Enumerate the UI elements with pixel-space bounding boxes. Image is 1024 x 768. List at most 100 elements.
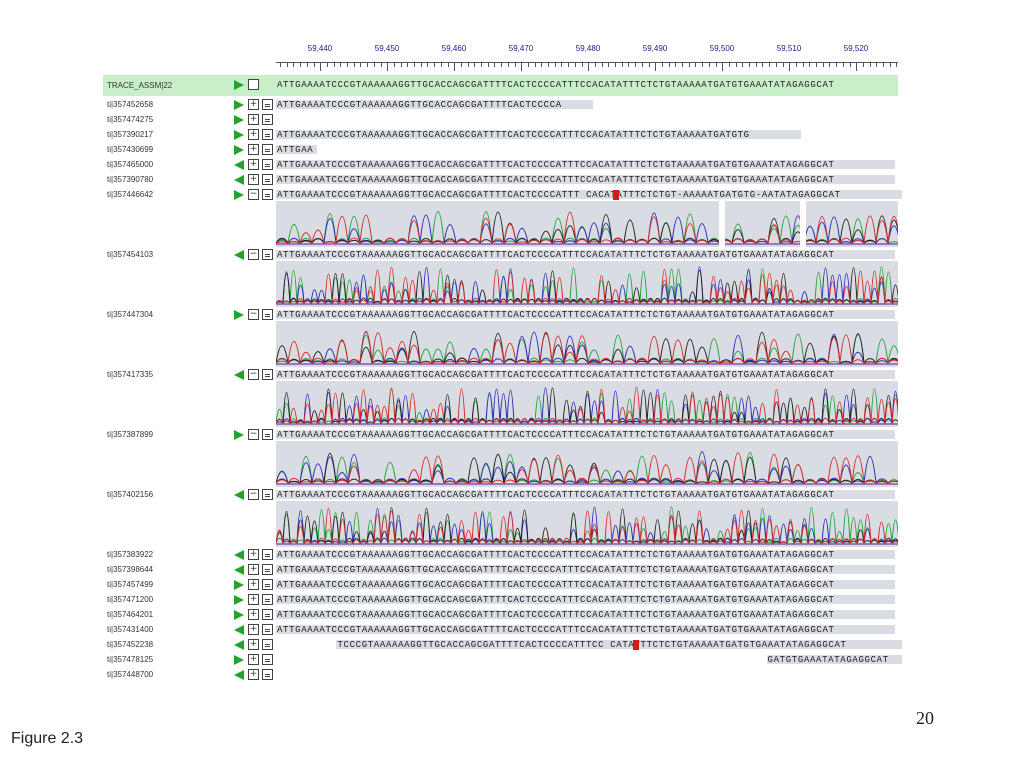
ruler-tick-label: 59,500 <box>709 44 735 53</box>
ruler-tick-label: 59,480 <box>575 44 601 53</box>
read-id-label: ti|357431400 <box>107 625 154 634</box>
minus-box-icon[interactable]: − <box>248 309 259 320</box>
plus-box-icon[interactable]: + <box>248 669 259 680</box>
ruler-tick <box>460 63 462 67</box>
read-sequence-band <box>276 565 896 574</box>
plus-box-icon[interactable]: + <box>248 144 259 155</box>
plus-box-icon[interactable]: + <box>248 579 259 590</box>
document-icon[interactable] <box>262 159 273 170</box>
reference-toggle-box[interactable] <box>248 79 259 90</box>
document-icon[interactable] <box>262 174 273 185</box>
document-icon[interactable] <box>262 654 273 665</box>
ruler-tick <box>306 63 308 67</box>
trace-gap <box>719 201 725 247</box>
ruler-tick <box>581 63 583 67</box>
trace-line <box>275 452 901 485</box>
read-id-label: ti|357390780 <box>107 175 154 184</box>
triangle-left-icon <box>234 175 244 185</box>
ruler-tick <box>615 63 616 67</box>
read-id-label: ti|357452238 <box>107 640 154 649</box>
read-id-label: ti|357448700 <box>107 670 154 679</box>
trace-line <box>275 387 900 425</box>
triangle-right-icon <box>234 130 244 140</box>
read-sequence-band <box>276 430 896 439</box>
ruler-tick <box>380 63 382 67</box>
plus-box-icon[interactable]: + <box>248 564 259 575</box>
document-icon[interactable] <box>262 129 273 140</box>
ruler-tick <box>527 63 529 67</box>
document-icon[interactable] <box>262 594 273 605</box>
read-sequence: ATTGAAAATCCCGTAAAAAAGGTTGCACCAGCGATTTTCA… <box>277 100 562 110</box>
read-sequence: ATTGAAAATCCCGTAAAAAAGGTTGCACCAGCGATTTTCA… <box>277 130 750 140</box>
document-icon[interactable] <box>262 249 273 260</box>
plus-box-icon[interactable]: + <box>248 114 259 125</box>
document-icon[interactable] <box>262 99 273 110</box>
document-icon[interactable] <box>262 669 273 680</box>
chromatogram <box>275 321 901 367</box>
document-icon[interactable] <box>262 579 273 590</box>
ruler-tick <box>869 63 871 67</box>
minus-box-icon[interactable]: − <box>248 429 259 440</box>
minus-box-icon[interactable]: − <box>248 249 259 260</box>
document-icon[interactable] <box>262 114 273 125</box>
document-icon[interactable] <box>262 549 273 560</box>
ruler-tick <box>641 63 643 67</box>
ruler-tick <box>588 63 590 71</box>
ruler-tick <box>414 63 415 67</box>
plus-box-icon[interactable]: + <box>248 639 259 650</box>
trace-line <box>275 506 900 545</box>
document-icon[interactable] <box>262 624 273 635</box>
plus-box-icon[interactable]: + <box>248 594 259 605</box>
ruler-tick <box>393 63 395 67</box>
document-icon[interactable] <box>262 489 273 500</box>
read-id-label: ti|357398644 <box>107 565 154 574</box>
read-sequence-band <box>276 370 896 379</box>
read-sequence-band <box>766 655 902 664</box>
reference-direction-icon <box>234 80 244 90</box>
plus-box-icon[interactable]: + <box>248 609 259 620</box>
plus-box-icon[interactable]: + <box>248 174 259 185</box>
ruler-tick <box>816 63 817 67</box>
ruler-tick <box>320 63 322 71</box>
read-id-label: ti|357478125 <box>107 655 154 664</box>
minus-box-icon[interactable]: − <box>248 369 259 380</box>
plus-box-icon[interactable]: + <box>248 654 259 665</box>
chromatogram <box>275 201 901 247</box>
read-sequence: ATTGAAAATCCCGTAAAAAAGGTTGCACCAGCGATTTTCA… <box>277 160 835 170</box>
reference-row-highlight[interactable] <box>103 75 898 96</box>
trace-line <box>275 267 900 305</box>
ruler-tick <box>534 63 536 67</box>
ruler-tick <box>769 63 771 67</box>
plus-box-icon[interactable]: + <box>248 159 259 170</box>
document-icon[interactable] <box>262 609 273 620</box>
minus-box-icon[interactable]: − <box>248 189 259 200</box>
trace-line <box>275 266 900 305</box>
ruler-tick <box>313 63 315 67</box>
ruler-tick <box>789 63 791 71</box>
ruler-tick <box>755 63 757 67</box>
ruler-tick <box>628 63 630 67</box>
read-sequence-band <box>336 640 902 649</box>
plus-box-icon[interactable]: + <box>248 99 259 110</box>
ruler-tick <box>481 63 482 67</box>
ruler-tick <box>655 63 657 71</box>
trace-line <box>275 211 901 245</box>
read-sequence: ATTGAAAATCCCGTAAAAAAGGTTGCACCAGCGATTTTCA… <box>277 565 835 575</box>
plus-box-icon[interactable]: + <box>248 549 259 560</box>
triangle-right-icon <box>234 190 244 200</box>
plus-box-icon[interactable]: + <box>248 129 259 140</box>
triangle-left-icon <box>234 640 244 650</box>
plus-box-icon[interactable]: + <box>248 624 259 635</box>
minus-box-icon[interactable]: − <box>248 489 259 500</box>
document-icon[interactable] <box>262 429 273 440</box>
document-icon[interactable] <box>262 369 273 380</box>
document-icon[interactable] <box>262 189 273 200</box>
trace-line <box>275 266 900 305</box>
read-id-label: ti|357390217 <box>107 130 154 139</box>
ruler-tick <box>507 63 509 67</box>
document-icon[interactable] <box>262 564 273 575</box>
read-sequence: ATTGAAAATCCCGTAAAAAAGGTTGCACCAGCGATTTTCA… <box>277 250 835 260</box>
document-icon[interactable] <box>262 639 273 650</box>
document-icon[interactable] <box>262 309 273 320</box>
document-icon[interactable] <box>262 144 273 155</box>
